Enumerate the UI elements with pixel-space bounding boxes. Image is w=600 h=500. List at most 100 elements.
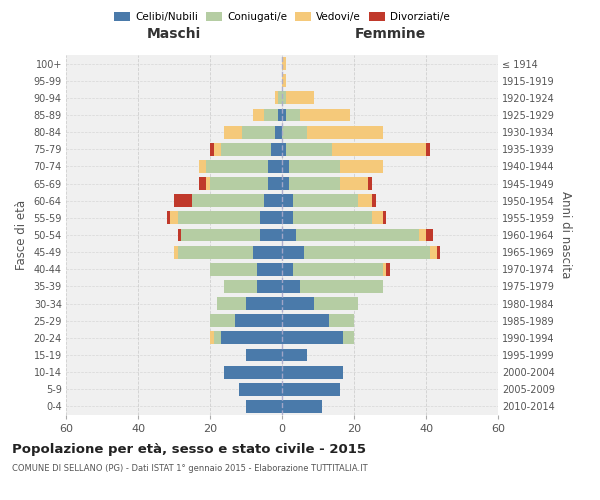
Bar — [340, 177, 368, 190]
Bar — [210, 332, 214, 344]
Bar — [282, 228, 296, 241]
Bar — [214, 332, 221, 344]
Bar — [192, 194, 264, 207]
Bar — [235, 314, 282, 327]
Bar — [264, 194, 282, 207]
Bar — [221, 332, 282, 344]
Bar — [300, 108, 350, 122]
Bar — [282, 92, 286, 104]
Bar — [340, 160, 383, 173]
Bar — [300, 280, 383, 293]
Bar — [282, 263, 293, 276]
Bar — [282, 212, 293, 224]
Bar — [282, 297, 314, 310]
Bar — [332, 143, 426, 156]
Bar — [304, 246, 430, 258]
Bar — [437, 246, 440, 258]
Bar — [289, 177, 340, 190]
Bar — [210, 314, 235, 327]
Bar — [257, 263, 282, 276]
Bar — [286, 92, 314, 104]
Bar — [368, 177, 372, 190]
Bar — [286, 143, 332, 156]
Bar — [260, 212, 282, 224]
Bar — [296, 228, 419, 241]
Bar — [246, 400, 282, 413]
Bar — [282, 383, 340, 396]
Bar — [275, 92, 278, 104]
Bar — [358, 194, 372, 207]
Bar — [383, 212, 386, 224]
Bar — [246, 348, 282, 362]
Bar — [278, 108, 282, 122]
Bar — [199, 160, 206, 173]
Bar — [282, 108, 286, 122]
Bar — [170, 212, 178, 224]
Bar — [264, 108, 278, 122]
Y-axis label: Anni di nascita: Anni di nascita — [559, 192, 572, 278]
Bar — [282, 177, 289, 190]
Bar — [224, 280, 257, 293]
Bar — [210, 143, 214, 156]
Bar — [221, 143, 271, 156]
Bar — [343, 332, 354, 344]
Bar — [282, 143, 286, 156]
Bar — [178, 212, 260, 224]
Bar — [278, 92, 282, 104]
Bar — [174, 246, 178, 258]
Text: Popolazione per età, sesso e stato civile - 2015: Popolazione per età, sesso e stato civil… — [12, 442, 366, 456]
Bar — [383, 263, 386, 276]
Bar — [217, 297, 246, 310]
Bar — [178, 228, 181, 241]
Bar — [271, 143, 282, 156]
Bar — [419, 228, 426, 241]
Bar — [282, 280, 300, 293]
Bar — [206, 177, 210, 190]
Bar — [178, 246, 253, 258]
Bar — [289, 160, 340, 173]
Bar — [246, 297, 282, 310]
Bar — [307, 126, 383, 138]
Bar — [293, 194, 358, 207]
Text: Femmine: Femmine — [355, 28, 425, 42]
Bar — [268, 177, 282, 190]
Bar — [282, 332, 343, 344]
Bar — [329, 314, 354, 327]
Bar — [372, 194, 376, 207]
Bar — [260, 228, 282, 241]
Bar — [282, 160, 289, 173]
Bar — [282, 246, 304, 258]
Bar — [282, 194, 293, 207]
Bar — [253, 246, 282, 258]
Bar — [426, 143, 430, 156]
Bar — [282, 314, 329, 327]
Bar — [199, 177, 206, 190]
Text: COMUNE DI SELLANO (PG) - Dati ISTAT 1° gennaio 2015 - Elaborazione TUTTITALIA.IT: COMUNE DI SELLANO (PG) - Dati ISTAT 1° g… — [12, 464, 368, 473]
Bar — [257, 280, 282, 293]
Bar — [174, 194, 192, 207]
Bar — [282, 348, 307, 362]
Bar — [282, 366, 343, 378]
Bar — [386, 263, 390, 276]
Bar — [181, 228, 260, 241]
Bar — [239, 383, 282, 396]
Bar — [275, 126, 282, 138]
Bar — [210, 263, 257, 276]
Text: Maschi: Maschi — [147, 28, 201, 42]
Bar — [214, 143, 221, 156]
Bar — [372, 212, 383, 224]
Bar — [282, 126, 307, 138]
Bar — [426, 228, 433, 241]
Bar — [224, 366, 282, 378]
Bar — [224, 126, 242, 138]
Bar — [253, 108, 264, 122]
Bar — [242, 126, 275, 138]
Y-axis label: Fasce di età: Fasce di età — [15, 200, 28, 270]
Bar — [430, 246, 437, 258]
Bar — [268, 160, 282, 173]
Bar — [282, 74, 286, 87]
Bar — [282, 400, 322, 413]
Bar — [210, 177, 268, 190]
Bar — [167, 212, 170, 224]
Bar — [314, 297, 358, 310]
